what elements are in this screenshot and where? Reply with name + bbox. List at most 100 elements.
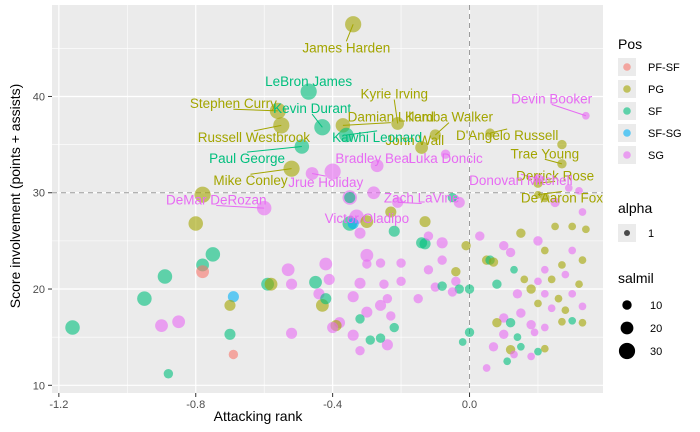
data-point xyxy=(375,333,386,343)
point-label: Kawhi Leonard xyxy=(332,130,422,145)
label-leader xyxy=(346,130,378,136)
data-point xyxy=(578,256,587,264)
data-point xyxy=(499,240,509,251)
legend-pos-title: Pos xyxy=(618,36,642,52)
y-axis-title: Score involvement (points + assists) xyxy=(7,84,23,308)
data-point xyxy=(264,277,278,291)
data-point xyxy=(224,299,236,311)
label-leader xyxy=(489,128,508,134)
data-point xyxy=(534,347,542,356)
data-point xyxy=(561,306,570,315)
data-point xyxy=(347,218,359,230)
point-label: Kemba Walker xyxy=(405,110,494,125)
label-leader xyxy=(247,146,302,153)
data-point xyxy=(520,275,529,284)
data-point xyxy=(534,277,542,286)
legend-size-key xyxy=(622,300,632,310)
point-label: Zach LaVine xyxy=(384,191,460,206)
data-point xyxy=(413,293,423,304)
legend-size-key xyxy=(620,321,634,335)
data-point xyxy=(499,313,509,323)
label-leader xyxy=(342,122,391,126)
data-point xyxy=(492,318,502,328)
data-point xyxy=(379,279,389,289)
data-point xyxy=(389,322,399,333)
point-label: James Harden xyxy=(302,40,390,55)
data-point xyxy=(65,320,80,335)
data-point xyxy=(557,139,567,150)
label-leader xyxy=(537,191,562,196)
data-point xyxy=(355,345,365,356)
data-point xyxy=(360,248,374,262)
point-label: Bradley Beal xyxy=(335,151,412,166)
point-label: Devin Booker xyxy=(511,91,593,106)
point-labels: James Harden LeBron James Stephen CurryKev… xyxy=(166,40,603,225)
point-label: Trae Young xyxy=(511,146,580,161)
data-point xyxy=(568,246,577,255)
y-tick-label: 30 xyxy=(33,188,45,200)
data-point xyxy=(503,357,512,366)
data-point xyxy=(286,327,298,339)
data-point xyxy=(447,287,458,297)
point-label: Damian Lillard xyxy=(348,110,434,125)
data-point xyxy=(188,216,203,231)
data-point xyxy=(370,159,384,173)
label-leader xyxy=(393,99,399,124)
data-point xyxy=(513,333,522,342)
data-point xyxy=(354,277,366,289)
data-point xyxy=(530,328,539,337)
data-point xyxy=(526,319,536,330)
data-point xyxy=(281,263,295,277)
legend-label: SG xyxy=(648,150,664,162)
point-label: Mike Conley xyxy=(213,173,288,188)
data-point xyxy=(309,275,322,289)
x-axis-title: Attacking rank xyxy=(214,408,304,424)
legend-label: SF xyxy=(648,106,662,118)
data-point xyxy=(323,273,335,285)
data-point xyxy=(447,192,458,203)
data-point xyxy=(385,206,397,218)
point-label: DeMar DeRozan xyxy=(166,192,267,207)
data-point xyxy=(564,184,573,192)
data-point xyxy=(451,276,461,287)
legend-label: PF-SF xyxy=(648,62,680,74)
data-point xyxy=(324,163,341,180)
point-label: Luka Doncic xyxy=(408,151,483,166)
data-point xyxy=(437,281,447,291)
data-point xyxy=(485,128,495,138)
label-leader-lines xyxy=(216,24,587,209)
data-point xyxy=(558,317,566,326)
point-label: LeBron James xyxy=(265,74,352,89)
data-point xyxy=(527,352,535,361)
y-tick-label: 40 xyxy=(33,91,45,103)
legend-label: 20 xyxy=(650,323,662,335)
data-point xyxy=(436,237,448,249)
data-point xyxy=(374,299,387,311)
data-point xyxy=(526,284,536,294)
data-point xyxy=(347,329,359,341)
data-point xyxy=(381,339,393,351)
data-point xyxy=(440,149,451,159)
data-point xyxy=(367,186,381,200)
legend-alpha-title: alpha xyxy=(618,200,652,216)
data-point xyxy=(547,304,556,313)
legend-key xyxy=(623,63,631,71)
label-leader xyxy=(434,122,450,136)
legend-label: PG xyxy=(648,84,664,96)
legend-key xyxy=(623,129,631,137)
reference-lines xyxy=(52,5,603,393)
data-point xyxy=(344,192,356,204)
data-point xyxy=(137,291,152,306)
data-point xyxy=(163,369,174,379)
data-point xyxy=(375,258,386,268)
data-point xyxy=(540,192,550,203)
y-tick-label: 20 xyxy=(33,284,45,296)
legend-key xyxy=(623,85,631,93)
data-point xyxy=(224,328,236,340)
data-point xyxy=(415,141,429,154)
label-leader xyxy=(233,108,278,112)
data-point xyxy=(458,338,467,346)
data-point xyxy=(347,291,359,303)
data-point xyxy=(437,255,447,265)
